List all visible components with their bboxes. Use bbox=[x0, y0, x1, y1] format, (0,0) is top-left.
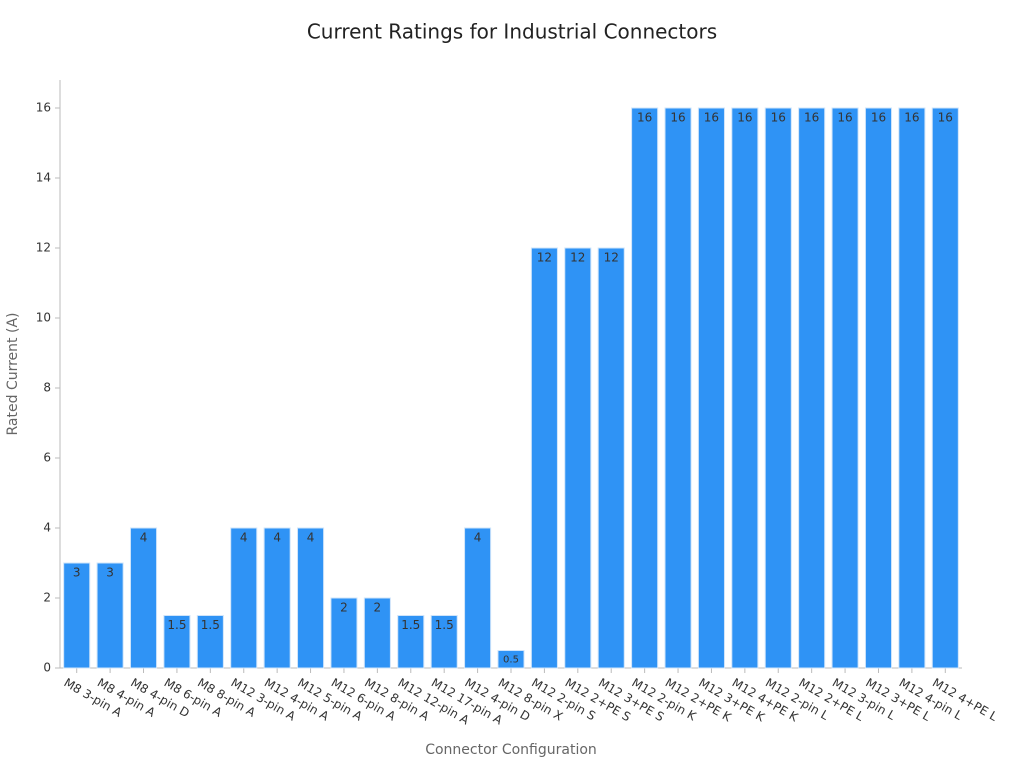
value-label: 16 bbox=[804, 111, 819, 125]
value-label: 1.5 bbox=[401, 618, 420, 632]
bar bbox=[363, 597, 391, 669]
bar bbox=[831, 107, 859, 669]
value-label: 3 bbox=[106, 566, 114, 580]
value-label: 16 bbox=[637, 111, 652, 125]
y-axis-label: Rated Current (A) bbox=[5, 313, 21, 436]
y-tick-label: 6 bbox=[43, 451, 51, 465]
bar bbox=[530, 247, 558, 669]
bar bbox=[330, 597, 358, 669]
bar bbox=[430, 615, 458, 669]
value-label: 4 bbox=[140, 531, 148, 545]
value-label: 1.5 bbox=[201, 618, 220, 632]
value-label: 3 bbox=[73, 566, 81, 580]
value-label: 2 bbox=[374, 601, 382, 615]
y-tick-label: 16 bbox=[36, 101, 51, 115]
bar bbox=[597, 247, 625, 669]
bar bbox=[263, 527, 291, 669]
bar bbox=[697, 107, 725, 669]
bar bbox=[798, 107, 826, 669]
y-tick-label: 14 bbox=[36, 171, 51, 185]
bar bbox=[464, 527, 492, 669]
value-label: 4 bbox=[240, 531, 248, 545]
bar bbox=[864, 107, 893, 669]
bar bbox=[631, 107, 659, 669]
bar bbox=[731, 107, 759, 669]
chart-title: Current Ratings for Industrial Connector… bbox=[307, 20, 717, 44]
value-label: 4 bbox=[273, 531, 281, 545]
bar bbox=[497, 650, 525, 669]
y-tick-label: 2 bbox=[43, 591, 51, 605]
y-tick-label: 10 bbox=[36, 311, 51, 325]
value-label: 16 bbox=[904, 111, 919, 125]
value-label: 2 bbox=[340, 601, 348, 615]
value-label: 4 bbox=[307, 531, 315, 545]
value-label: 12 bbox=[604, 251, 619, 265]
value-label: 16 bbox=[871, 111, 886, 125]
bar bbox=[664, 107, 692, 669]
bar bbox=[129, 527, 158, 669]
bar bbox=[898, 107, 926, 669]
value-label: 1.5 bbox=[435, 618, 454, 632]
y-tick-label: 0 bbox=[43, 661, 51, 675]
value-label: 0.5 bbox=[503, 655, 519, 666]
bar bbox=[297, 527, 325, 669]
value-label: 16 bbox=[938, 111, 953, 125]
bar bbox=[63, 562, 91, 669]
bar bbox=[931, 107, 959, 669]
value-label: 16 bbox=[670, 111, 685, 125]
bar bbox=[96, 562, 124, 669]
bar bbox=[196, 615, 224, 669]
y-tick-label: 12 bbox=[36, 241, 51, 255]
value-label: 1.5 bbox=[167, 618, 186, 632]
value-label: 12 bbox=[570, 251, 585, 265]
bar bbox=[163, 615, 191, 669]
value-label: 12 bbox=[537, 251, 552, 265]
bar bbox=[397, 615, 425, 669]
value-label: 16 bbox=[771, 111, 786, 125]
bar bbox=[230, 527, 258, 669]
x-axis-label: Connector Configuration bbox=[425, 742, 597, 758]
y-tick-label: 8 bbox=[43, 381, 51, 395]
y-tick-label: 4 bbox=[43, 521, 51, 535]
bar bbox=[564, 247, 592, 669]
value-label: 16 bbox=[737, 111, 752, 125]
value-label: 16 bbox=[837, 111, 852, 125]
value-label: 4 bbox=[474, 531, 482, 545]
bar bbox=[764, 107, 792, 669]
value-label: 16 bbox=[704, 111, 719, 125]
